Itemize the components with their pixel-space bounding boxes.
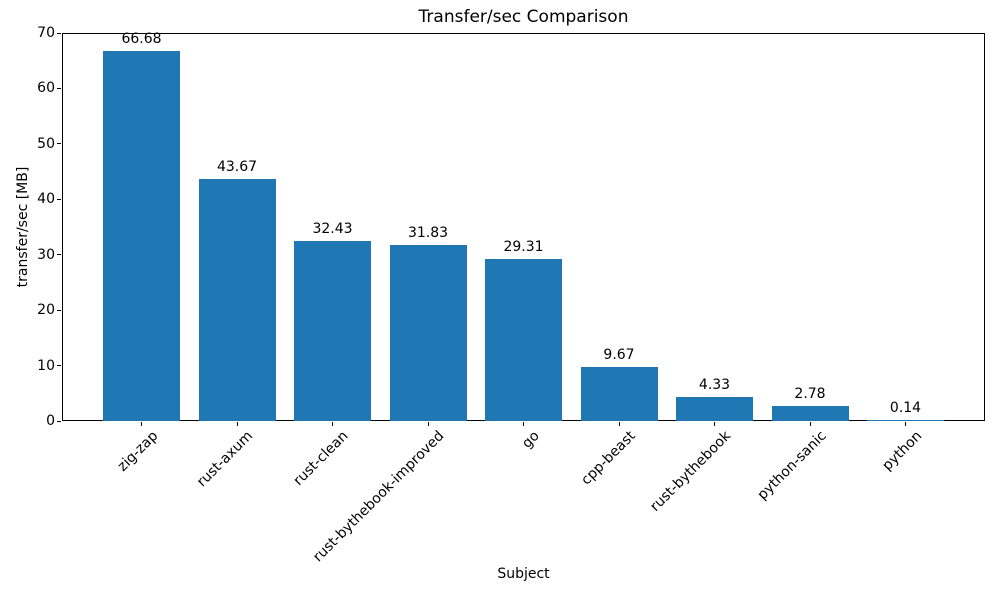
x-tick-label-zig-zap: zig-zap (114, 428, 161, 475)
bar-value-label: 9.67 (603, 347, 635, 364)
x-tick-mark (427, 422, 429, 426)
x-tick-mark (618, 422, 620, 426)
bar-value-label: 0.14 (889, 400, 922, 416)
x-tick-label-python: python (878, 428, 925, 474)
bar-value-label: 32.43 (312, 221, 353, 238)
y-tick-label: 20 (37, 302, 55, 319)
x-axis-label: Subject (497, 566, 550, 582)
x-tick-mark (236, 422, 238, 426)
x-tick-mark (332, 422, 333, 426)
x-tick-mark (809, 422, 811, 426)
y-tick-mark (57, 309, 61, 311)
y-axis-label: transfer/sec [MB] (15, 166, 31, 288)
bar-rust-axum (198, 178, 276, 421)
bar-rust-bythebook (676, 396, 753, 421)
bar-rust-clean (294, 241, 371, 421)
x-tick-label-cpp-beast: cpp-beast (577, 428, 639, 489)
bar-value-label: 66.68 (121, 31, 162, 48)
y-tick-label: 70 (37, 25, 55, 41)
bar-python-sanic (771, 405, 849, 421)
y-tick-label: 0 (46, 413, 55, 429)
y-tick-mark (57, 420, 61, 422)
x-tick-mark (714, 422, 715, 426)
bar-zig-zap (103, 51, 180, 421)
x-tick-mark (905, 422, 906, 426)
x-tick-label-go: go (519, 428, 543, 452)
bar-value-label: 31.83 (407, 224, 449, 241)
x-tick-label-rust-clean: rust-clean (290, 428, 352, 489)
y-tick-mark (57, 143, 61, 145)
x-tick-label-rust-bythebook: rust-bythebook (647, 428, 734, 515)
bar-rust-bythebook-improved (389, 244, 467, 421)
bar-value-label: 43.67 (216, 158, 258, 175)
x-tick-mark (523, 422, 524, 426)
bar-go (485, 258, 562, 421)
y-tick-mark (57, 198, 61, 200)
y-tick-label: 60 (37, 80, 55, 97)
y-tick-label: 30 (37, 246, 55, 263)
chart-title: Transfer/sec Comparison (418, 7, 629, 27)
x-tick-mark (141, 422, 142, 426)
y-tick-mark (57, 254, 61, 256)
bar-value-label: 29.31 (503, 238, 544, 255)
y-tick-label: 10 (37, 357, 55, 374)
bar-python (867, 420, 944, 421)
x-tick-label-rust-axum: rust-axum (194, 428, 257, 491)
bar-value-label: 2.78 (794, 385, 826, 402)
bar-cpp-beast (580, 367, 658, 421)
x-tick-label-python-sanic: python-sanic (754, 428, 830, 504)
y-tick-mark (57, 87, 61, 89)
y-tick-mark (57, 32, 61, 34)
y-tick-label: 40 (37, 191, 55, 208)
y-tick-label: 50 (37, 135, 55, 152)
bar-value-label: 4.33 (698, 376, 731, 393)
y-tick-mark (57, 365, 61, 367)
